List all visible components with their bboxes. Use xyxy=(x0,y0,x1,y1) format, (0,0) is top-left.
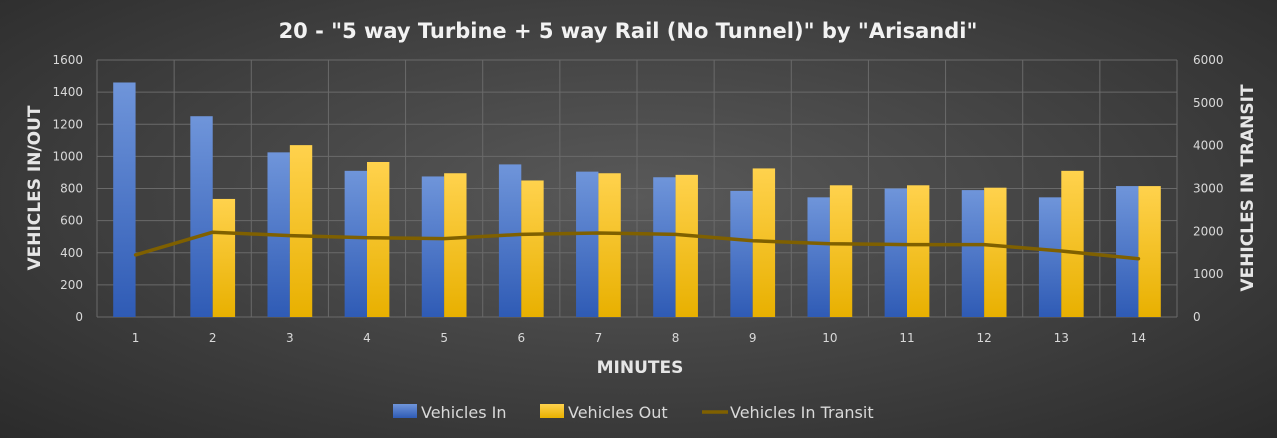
bar-vehicles-out xyxy=(212,198,236,317)
bar-vehicles-in xyxy=(498,164,522,317)
y-tick-label: 1000 xyxy=(52,149,83,163)
y-tick-label: 600 xyxy=(60,214,83,228)
y-tick-label: 1400 xyxy=(52,85,83,99)
y2-tick-label: 5000 xyxy=(1193,96,1224,110)
y2-axis-title: VEHICLES IN TRANSIT xyxy=(1238,84,1258,292)
x-tick-label: 4 xyxy=(363,331,371,345)
x-tick-label: 7 xyxy=(595,331,603,345)
bar-vehicles-out xyxy=(1061,170,1084,317)
y-tick-label: 200 xyxy=(60,278,83,292)
x-tick-label: 5 xyxy=(440,331,448,345)
bar-vehicles-out xyxy=(1138,186,1161,317)
bar-vehicles-in xyxy=(344,170,367,317)
y-tick-label: 1200 xyxy=(52,117,83,131)
y-tick-label: 1600 xyxy=(52,53,83,67)
bar-vehicles-out xyxy=(444,173,467,317)
x-tick-label: 12 xyxy=(977,331,992,345)
bar-vehicles-in xyxy=(113,82,136,317)
bar-vehicles-in xyxy=(807,197,830,317)
bar-vehicles-out xyxy=(598,173,621,317)
y-axis-ticks: 0 200 400 600 800 1000 1200 1400 1600 xyxy=(52,53,83,324)
x-tick-label: 6 xyxy=(517,331,525,345)
y2-axis-ticks: 0 1000 2000 3000 4000 5000 6000 xyxy=(1193,53,1224,324)
y2-tick-label: 3000 xyxy=(1193,182,1224,196)
x-tick-label: 9 xyxy=(749,331,757,345)
bar-vehicles-out xyxy=(829,185,853,317)
x-tick-label: 11 xyxy=(899,331,914,345)
chart-title: 20 - "5 way Turbine + 5 way Rail (No Tun… xyxy=(279,19,978,43)
bar-vehicles-in xyxy=(190,116,213,317)
bar-vehicles-out xyxy=(521,180,544,317)
y2-tick-label: 1000 xyxy=(1193,267,1224,281)
x-tick-label: 14 xyxy=(1131,331,1146,345)
bar-vehicles-in xyxy=(884,188,907,317)
x-tick-label: 3 xyxy=(286,331,294,345)
bar-vehicles-out xyxy=(289,145,313,317)
bar-vehicles-in xyxy=(421,176,445,317)
y2-tick-label: 2000 xyxy=(1193,224,1224,238)
legend-swatch xyxy=(540,404,564,418)
x-axis-title: MINUTES xyxy=(597,358,684,378)
x-tick-label: 8 xyxy=(672,331,680,345)
legend-label: Vehicles In Transit xyxy=(730,403,874,422)
x-tick-label: 10 xyxy=(822,331,837,345)
grid xyxy=(96,59,1178,318)
x-tick-label: 1 xyxy=(132,331,140,345)
x-tick-label: 2 xyxy=(209,331,217,345)
legend-swatch xyxy=(393,404,417,418)
y-tick-label: 0 xyxy=(75,310,83,324)
y-axis-title: VEHICLES IN/OUT xyxy=(25,105,45,270)
bar-vehicles-out xyxy=(907,185,930,317)
y2-tick-label: 4000 xyxy=(1193,139,1224,153)
y-tick-label: 400 xyxy=(60,246,83,260)
x-tick-label: 13 xyxy=(1054,331,1069,345)
bar-vehicles-out xyxy=(984,187,1007,317)
y-tick-label: 800 xyxy=(60,182,83,196)
bar-vehicles-in xyxy=(961,190,985,317)
y2-tick-label: 0 xyxy=(1193,310,1201,324)
legend-label: Vehicles Out xyxy=(568,403,668,422)
bar-vehicles-in xyxy=(1038,197,1062,317)
bar-vehicles-in xyxy=(730,190,753,317)
bar-vehicles-out xyxy=(675,174,698,317)
legend: Vehicles In Vehicles Out Vehicles In Trans… xyxy=(393,403,874,422)
line-vehicles-in-transit xyxy=(133,230,1141,261)
bar-vehicles-in xyxy=(653,177,676,317)
x-axis-ticks: 1 2 3 4 5 6 7 8 9 10 11 12 13 14 xyxy=(132,331,1146,345)
legend-label: Vehicles In xyxy=(421,403,507,422)
bars xyxy=(113,82,1161,317)
bar-vehicles-in xyxy=(1116,186,1139,317)
transit-line xyxy=(133,230,1141,261)
y2-tick-label: 6000 xyxy=(1193,53,1224,67)
bar-vehicles-in xyxy=(576,171,599,317)
